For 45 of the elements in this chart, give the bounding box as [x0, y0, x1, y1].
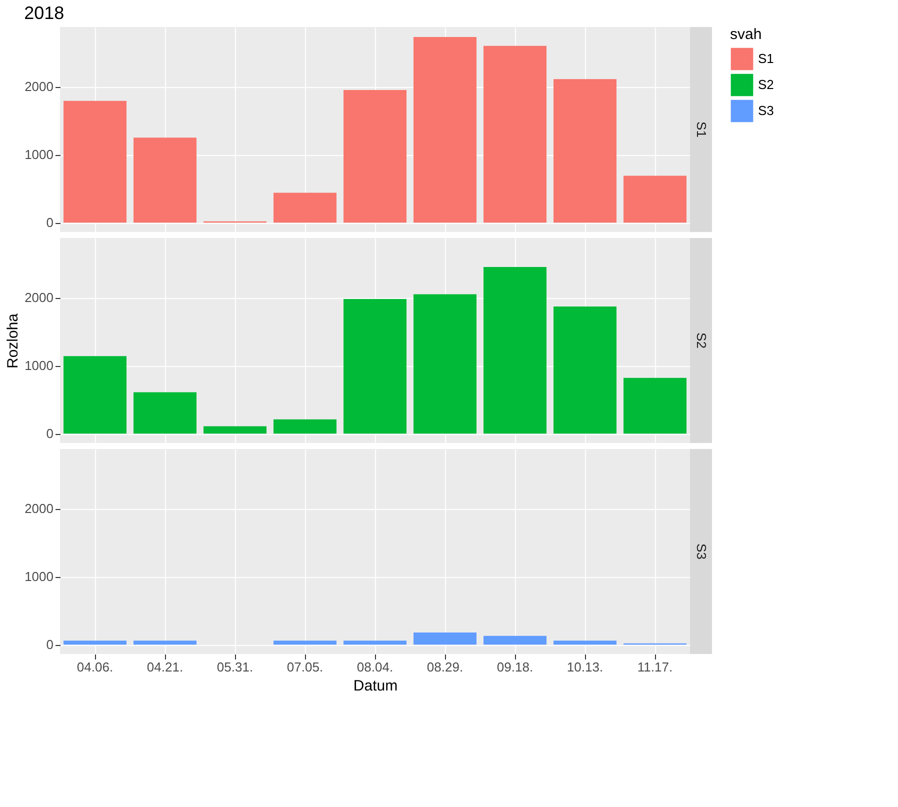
x-tick-label: 08.29. [426, 660, 464, 674]
text: S3 [694, 544, 709, 560]
y-axis-title: Rozloha [4, 312, 22, 369]
y-tick-label: 1000 [24, 569, 54, 584]
bar [204, 426, 266, 434]
bar [64, 356, 126, 434]
x-tick-label: 08.04. [356, 660, 394, 674]
bar [554, 306, 616, 434]
legend-label: S2 [758, 77, 774, 92]
bar [414, 37, 476, 223]
bar [274, 419, 336, 434]
legend-label: S1 [758, 51, 774, 66]
bar [274, 192, 336, 223]
x-axis-title: Datum [353, 678, 398, 694]
bar [134, 138, 196, 223]
y-tick-label: 1000 [24, 358, 54, 374]
chart-title: 2018 [24, 3, 64, 23]
bar [554, 79, 616, 223]
bar [64, 100, 126, 223]
bar [344, 299, 406, 434]
x-tick-label: 10.13. [566, 660, 604, 674]
legend-title: svah [730, 26, 762, 43]
text: S1 [694, 122, 709, 138]
bar [484, 267, 546, 434]
y-tick-label: 2000 [24, 79, 54, 94]
bar [344, 90, 406, 223]
x-tick-label: 09.18. [496, 660, 534, 674]
y-tick-label: 1000 [24, 147, 54, 162]
x-tick-label: 11.17. [637, 660, 673, 674]
legend-label: S3 [758, 103, 774, 118]
x-tick-label: 04.21. [146, 660, 184, 674]
bar [414, 294, 476, 434]
bar [134, 392, 196, 434]
y-tick-label: 0 [46, 637, 54, 652]
bar [624, 176, 686, 223]
x-tick-label: 05.31. [216, 660, 254, 674]
y-tick-label: 2000 [24, 501, 54, 516]
x-tick-label: 07.05. [286, 660, 324, 674]
bar [624, 378, 686, 434]
bar [484, 46, 546, 223]
y-tick-label: 0 [46, 215, 54, 230]
text: S2 [694, 332, 709, 348]
x-tick-label: 04.06. [76, 660, 114, 674]
y-tick-label: 0 [46, 426, 54, 442]
y-tick-label: 2000 [24, 290, 54, 306]
